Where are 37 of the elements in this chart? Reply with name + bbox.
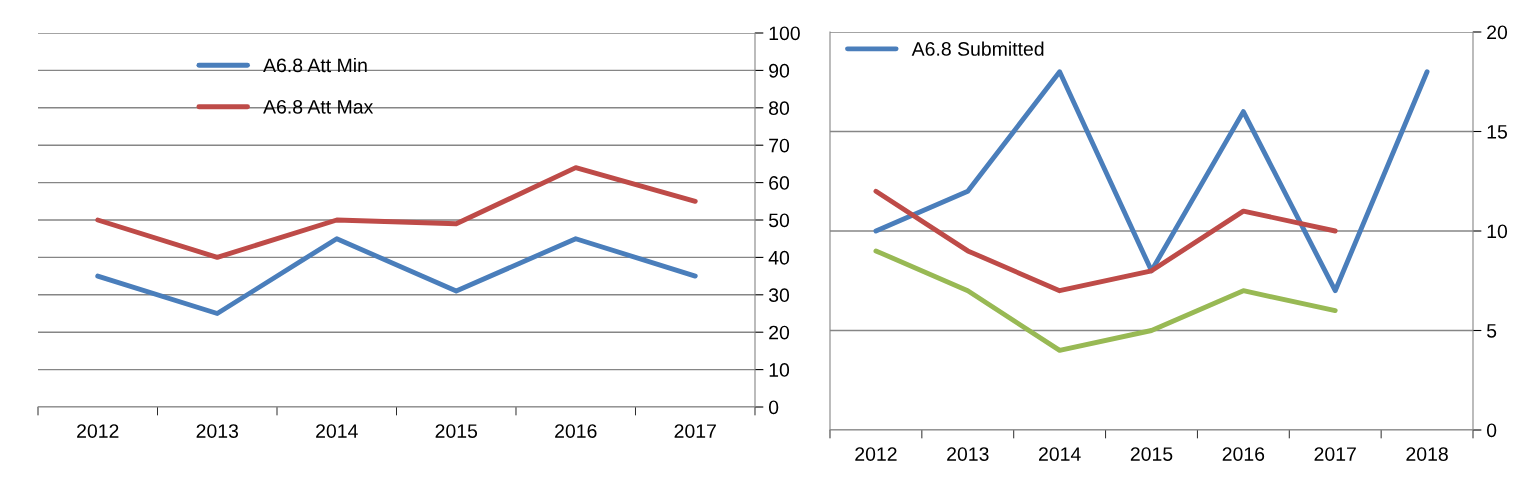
y-tick-label: 30 [768, 288, 790, 303]
line-series [95, 236, 698, 316]
y-tick-label: 20 [1487, 25, 1508, 40]
y-tick-label: 70 [769, 138, 790, 153]
x-tick-label: 2017 [1314, 447, 1356, 461]
x-tick-label: 2014 [316, 424, 358, 438]
y-tick-label: 5 [1486, 324, 1497, 338]
y-tick-label: 90 [769, 63, 790, 78]
legend-label: A6.8 Att Min [263, 57, 367, 73]
y-tick-label: 0 [768, 400, 779, 415]
y-tick-label: 80 [769, 101, 790, 116]
y-tick-label: 100 [769, 26, 800, 41]
y-tick-label: 60 [769, 176, 790, 190]
x-tick-label: 2013 [947, 447, 989, 461]
line-series [873, 248, 1338, 353]
y-tick-label: 15 [1487, 125, 1508, 139]
x-tick-label: 2015 [1130, 447, 1173, 461]
y-tick-label: 10 [1487, 224, 1508, 239]
y-tick-label: 20 [769, 325, 790, 340]
x-tick-label: 2016 [555, 424, 597, 438]
x-tick-label: 2017 [674, 424, 716, 438]
x-tick-label: 2018 [1406, 447, 1448, 461]
x-tick-label: 2012 [855, 447, 897, 461]
y-tick-label: 0 [1486, 423, 1497, 438]
x-tick-label: 2013 [196, 424, 239, 438]
line-series [95, 165, 698, 260]
legend-label: A6.8 Submitted [911, 41, 1044, 56]
y-tick-label: 40 [768, 250, 790, 265]
line-series [873, 188, 1338, 294]
line-series [873, 69, 1430, 294]
x-tick-label: 2012 [77, 424, 119, 438]
x-tick-label: 2016 [1222, 447, 1265, 461]
y-tick-label: 10 [769, 363, 790, 377]
x-tick-label: 2014 [1039, 447, 1081, 461]
y-tick-label: 50 [768, 213, 790, 228]
x-tick-label: 2015 [435, 424, 478, 438]
legend-label: A6.8 Att Max [263, 99, 374, 114]
